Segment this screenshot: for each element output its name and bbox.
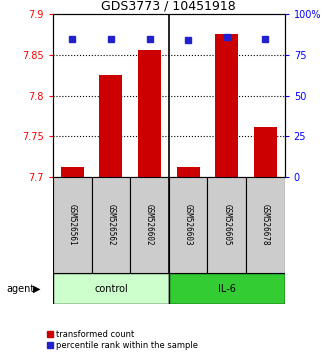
Text: GSM526602: GSM526602	[145, 204, 154, 246]
Bar	[246, 177, 285, 273]
Text: ▶: ▶	[33, 284, 41, 293]
Text: GSM526678: GSM526678	[261, 204, 270, 246]
Bar	[99, 75, 122, 177]
Text: GSM526562: GSM526562	[106, 204, 116, 246]
Legend: transformed count, percentile rank within the sample: transformed count, percentile rank withi…	[47, 330, 198, 350]
Text: GSM526603: GSM526603	[184, 204, 193, 246]
Bar	[254, 126, 277, 177]
Text: control: control	[94, 284, 128, 293]
Bar	[169, 273, 285, 304]
Bar	[215, 34, 238, 177]
Text: GSM526561: GSM526561	[68, 204, 77, 246]
Text: GSM526605: GSM526605	[222, 204, 231, 246]
Title: GDS3773 / 10451918: GDS3773 / 10451918	[101, 0, 236, 13]
Bar	[138, 50, 161, 177]
Bar	[176, 167, 200, 177]
Text: IL-6: IL-6	[218, 284, 236, 293]
Text: agent: agent	[7, 284, 35, 293]
Bar	[53, 273, 169, 304]
Bar	[130, 177, 169, 273]
Bar	[169, 177, 208, 273]
Bar	[92, 177, 130, 273]
Bar	[208, 177, 246, 273]
Bar	[61, 167, 84, 177]
Bar	[53, 177, 92, 273]
